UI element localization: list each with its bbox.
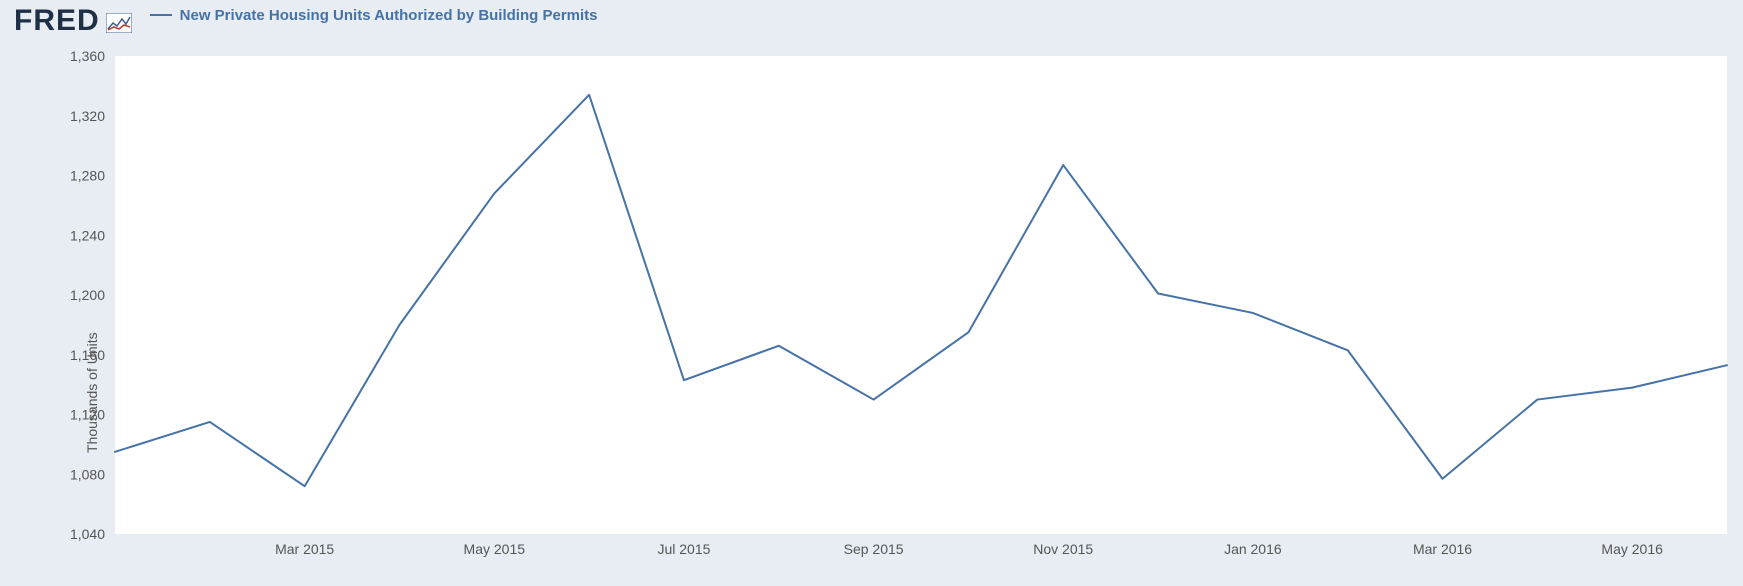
x-tick-label: May 2016 — [1601, 541, 1663, 557]
x-tick-label: Jan 2016 — [1224, 541, 1282, 557]
y-tick-label: 1,160 — [70, 347, 105, 363]
x-tick-label: Mar 2015 — [275, 541, 334, 557]
y-tick-label: 1,200 — [70, 287, 105, 303]
x-tick-label: Nov 2015 — [1033, 541, 1093, 557]
y-tick-label: 1,320 — [70, 108, 105, 124]
x-tick-label: Jul 2015 — [657, 541, 710, 557]
y-tick-label: 1,360 — [70, 48, 105, 64]
y-tick-label: 1,080 — [70, 466, 105, 482]
y-tick-label: 1,280 — [70, 168, 105, 184]
y-tick-label: 1,040 — [70, 526, 105, 542]
y-tick-label: 1,240 — [70, 227, 105, 243]
x-tick-label: May 2015 — [464, 541, 526, 557]
y-tick-label: 1,120 — [70, 407, 105, 423]
x-tick-label: Mar 2016 — [1413, 541, 1472, 557]
line-chart: 1,040 1,080 1,120 1,160 1,200 1,240 1,280 1,320… — [0, 0, 1743, 586]
series-line — [115, 95, 1727, 486]
x-tick-label: Sep 2015 — [844, 541, 904, 557]
